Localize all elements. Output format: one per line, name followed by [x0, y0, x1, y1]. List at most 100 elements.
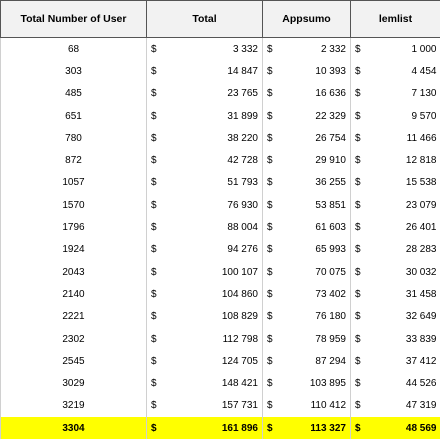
money: $76 180 [267, 311, 346, 322]
money: $48 569 [355, 423, 437, 434]
currency-symbol: $ [355, 177, 361, 189]
money-cell: $23 079 [350, 194, 440, 217]
amount: 124 705 [221, 355, 258, 367]
data-row: 1057 $51 793 $36 255 $15 538 [0, 171, 440, 195]
money-cell: $104 860 [146, 283, 263, 306]
currency-symbol: $ [267, 155, 273, 167]
amount: 30 032 [405, 266, 437, 278]
money-cell: $23 765 [146, 82, 263, 105]
money: $30 032 [355, 267, 437, 278]
money: $88 004 [151, 222, 258, 233]
money: $161 896 [151, 423, 258, 434]
currency-symbol: $ [355, 244, 361, 256]
currency-symbol: $ [267, 311, 273, 323]
currency-symbol: $ [151, 355, 157, 367]
money-cell: $161 896 [146, 417, 263, 440]
currency-symbol: $ [267, 65, 273, 77]
money: $23 079 [355, 200, 437, 211]
amount: 3 332 [232, 43, 258, 55]
currency-symbol: $ [267, 333, 273, 345]
amount: 94 276 [227, 244, 258, 256]
currency-symbol: $ [151, 88, 157, 100]
currency-symbol: $ [151, 222, 157, 234]
user-count: 2545 [0, 350, 147, 373]
user-count: 780 [0, 127, 147, 150]
user-count: 1796 [0, 216, 147, 239]
user-count: 3029 [0, 372, 147, 395]
currency-symbol: $ [151, 333, 157, 345]
money: $73 402 [267, 289, 346, 300]
money-cell: $11 466 [350, 127, 440, 150]
currency-symbol: $ [267, 132, 273, 144]
currency-symbol: $ [267, 110, 273, 122]
amount: 29 910 [315, 155, 346, 167]
money-cell: $61 603 [262, 216, 351, 239]
money: $22 329 [267, 111, 346, 122]
money: $78 959 [267, 334, 346, 345]
amount: 100 107 [221, 266, 258, 278]
money: $47 319 [355, 400, 437, 411]
header-row: Total Number of User Total Appsumo lemlist [0, 0, 440, 38]
column-header: Appsumo [262, 0, 351, 38]
amount: 76 180 [315, 311, 346, 323]
amount: 78 959 [315, 333, 346, 345]
amount: 87 294 [315, 355, 346, 367]
amount: 31 899 [227, 110, 258, 122]
currency-symbol: $ [151, 43, 157, 55]
money: $61 603 [267, 222, 346, 233]
money: $36 255 [267, 177, 346, 188]
money: $53 851 [267, 200, 346, 211]
money-cell: $113 327 [262, 417, 351, 440]
money: $32 649 [355, 311, 437, 322]
money-cell: $73 402 [262, 283, 351, 306]
amount: 113 327 [310, 422, 346, 434]
amount: 73 402 [315, 288, 346, 300]
money-cell: $37 412 [350, 350, 440, 373]
amount: 88 004 [227, 222, 258, 234]
column-header: lemlist [350, 0, 440, 38]
amount: 2 332 [320, 43, 346, 55]
money-cell: $148 421 [146, 372, 263, 395]
money-cell: $32 649 [350, 305, 440, 328]
money-cell: $157 731 [146, 394, 263, 418]
user-count: 872 [0, 149, 147, 172]
data-row: 1924 $94 276 $65 993 $28 283 [0, 238, 440, 261]
money-cell: $103 895 [262, 372, 351, 395]
data-row: 303 $14 847 $10 393 $4 454 [0, 60, 440, 83]
amount: 42 728 [227, 155, 258, 167]
money: $148 421 [151, 378, 258, 389]
currency-symbol: $ [267, 378, 273, 390]
money-cell: $47 319 [350, 394, 440, 418]
money-cell: $48 569 [350, 417, 440, 440]
money-cell: $53 851 [262, 194, 351, 217]
money: $124 705 [151, 356, 258, 367]
column-header: Total Number of User [0, 0, 147, 38]
amount: 4 454 [411, 65, 437, 77]
money-cell: $16 636 [262, 82, 351, 105]
money-cell: $112 798 [146, 327, 263, 351]
money-cell: $100 107 [146, 260, 263, 284]
money-cell: $12 818 [350, 149, 440, 172]
data-row: 2221 $108 829 $76 180 $32 649 [0, 305, 440, 328]
currency-symbol: $ [355, 43, 361, 55]
money: $38 220 [151, 133, 258, 144]
currency-symbol: $ [267, 422, 273, 434]
money-cell: $22 329 [262, 104, 351, 128]
amount: 23 079 [405, 199, 437, 211]
money: $26 754 [267, 133, 346, 144]
money-cell: $31 458 [350, 283, 440, 306]
currency-symbol: $ [267, 222, 273, 234]
money: $4 454 [355, 66, 437, 77]
amount: 23 765 [227, 88, 258, 100]
data-row: 2545 $124 705 $87 294 $37 412 [0, 350, 440, 373]
money-cell: $44 526 [350, 372, 440, 395]
amount: 15 538 [405, 177, 437, 189]
money: $2 332 [267, 44, 346, 55]
currency-symbol: $ [355, 88, 361, 100]
data-row: 485 $23 765 $16 636 $7 130 [0, 82, 440, 105]
money: $29 910 [267, 155, 346, 166]
money-cell: $94 276 [146, 238, 263, 261]
money-cell: $124 705 [146, 350, 263, 373]
currency-symbol: $ [151, 199, 157, 211]
